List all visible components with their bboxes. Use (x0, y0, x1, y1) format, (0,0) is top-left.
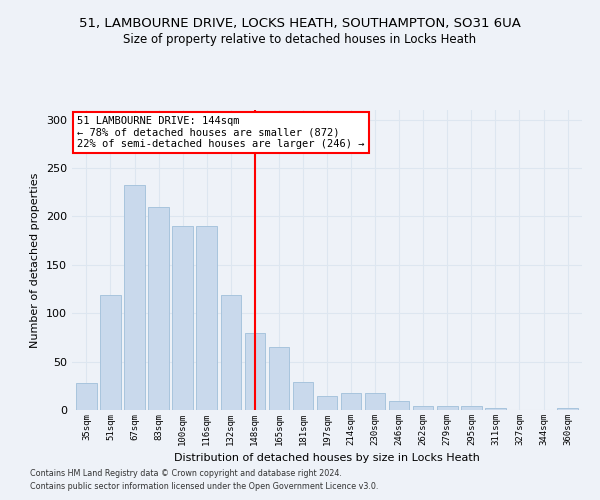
Bar (269, 347, 289, 410)
Bar (389, 402, 409, 410)
Text: Contains public sector information licensed under the Open Government Licence v3: Contains public sector information licen… (30, 482, 379, 491)
Bar (221, 295, 241, 410)
Text: 51, LAMBOURNE DRIVE, LOCKS HEATH, SOUTHAMPTON, SO31 6UA: 51, LAMBOURNE DRIVE, LOCKS HEATH, SOUTHA… (79, 18, 521, 30)
Bar (100, 295, 121, 410)
Y-axis label: Number of detached properties: Number of detached properties (31, 172, 40, 348)
Bar (245, 332, 265, 410)
Text: 51 LAMBOURNE DRIVE: 144sqm
← 78% of detached houses are smaller (872)
22% of sem: 51 LAMBOURNE DRIVE: 144sqm ← 78% of deta… (77, 116, 365, 149)
X-axis label: Distribution of detached houses by size in Locks Heath: Distribution of detached houses by size … (174, 454, 480, 464)
Text: Size of property relative to detached houses in Locks Heath: Size of property relative to detached ho… (124, 32, 476, 46)
Bar (485, 408, 506, 410)
Bar (124, 186, 145, 410)
Bar (365, 392, 385, 410)
Bar (413, 406, 433, 410)
Bar (76, 383, 97, 410)
Bar (461, 406, 482, 410)
Bar (437, 406, 458, 410)
Bar (557, 408, 578, 410)
Bar (317, 396, 337, 410)
Bar (293, 382, 313, 410)
Text: Contains HM Land Registry data © Crown copyright and database right 2024.: Contains HM Land Registry data © Crown c… (30, 468, 342, 477)
Bar (341, 392, 361, 410)
Bar (148, 207, 169, 410)
Bar (172, 226, 193, 410)
Bar (196, 226, 217, 410)
